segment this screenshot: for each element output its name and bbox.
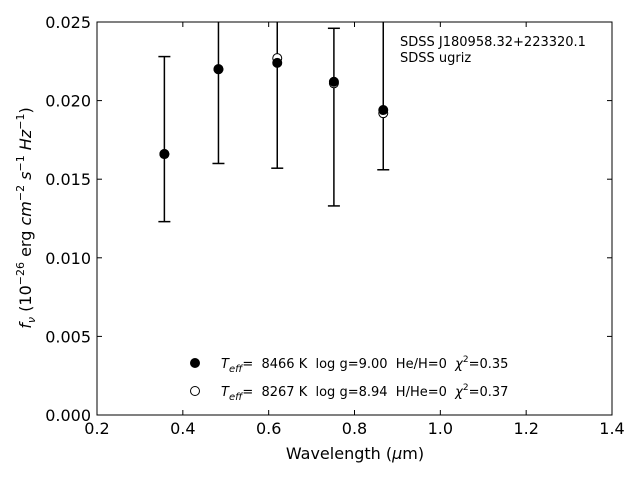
x-tick-label: 0.6	[256, 419, 281, 438]
y-tick-label: 0.005	[45, 327, 91, 346]
annotation-object-name: SDSS J180958.32+223320.1	[400, 35, 586, 50]
legend-marker-he	[190, 358, 200, 368]
y-tick-label: 0.020	[45, 92, 91, 111]
point-he-h	[378, 105, 389, 116]
x-tick-label: 0.8	[342, 419, 367, 438]
legend-marker-h	[190, 386, 200, 396]
x-tick-label: 0.4	[170, 419, 195, 438]
x-tick-label: 1.2	[513, 419, 538, 438]
y-tick-label: 0.010	[45, 249, 91, 268]
y-tick-label: 0.000	[45, 406, 91, 425]
x-tick-label: 1.4	[599, 419, 624, 438]
x-tick-label: 1.0	[428, 419, 453, 438]
legend-label-h: Teff= 8267 K log g=8.94 H/He=0 χ2=0.37	[221, 383, 508, 403]
x-axis-title: Wavelength (μm)	[286, 444, 424, 463]
legend: Teff= 8466 K log g=9.00 He/H=0 χ2=0.35 T…	[190, 355, 508, 403]
y-tick-label: 0.015	[45, 170, 91, 189]
annotation-photometry: SDSS ugriz	[400, 51, 471, 66]
point-he-h	[159, 149, 170, 160]
data-points	[159, 53, 389, 160]
plot-area	[96, 21, 613, 416]
error-bars	[158, 22, 390, 223]
axis-ticks: 0.2 0.4 0.6 0.8 1.0 1.2 1.4 0.000 0.005 0.010 0.01…	[45, 13, 625, 438]
y-tick-label: 0.025	[45, 13, 91, 32]
point-he-h	[272, 57, 283, 68]
point-he-h	[328, 76, 339, 87]
x-tick-label: 0.2	[84, 419, 109, 438]
point-he-h	[213, 64, 224, 75]
legend-label-he: Teff= 8466 K log g=9.00 He/H=0 χ2=0.35	[221, 355, 508, 375]
y-axis-title: fν (10−26 erg cm−2 s−1 Hz−1)	[14, 107, 38, 328]
